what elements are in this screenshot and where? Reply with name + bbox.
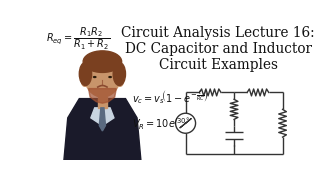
Ellipse shape bbox=[108, 76, 112, 78]
Text: Circuit Analysis Lecture 16:: Circuit Analysis Lecture 16: bbox=[121, 26, 315, 40]
Ellipse shape bbox=[85, 57, 120, 97]
Text: $v_c = v_s\!\left(1 - e^{-\frac{t}{RC}}\right)$: $v_c = v_s\!\left(1 - e^{-\frac{t}{RC}}\… bbox=[132, 88, 209, 106]
Ellipse shape bbox=[117, 77, 123, 86]
Polygon shape bbox=[64, 99, 141, 160]
Polygon shape bbox=[89, 89, 116, 103]
Text: Circuit Examples: Circuit Examples bbox=[159, 58, 278, 72]
Bar bbox=[41, 22, 160, 160]
Text: $R_{eq} = \dfrac{R_1 R_2}{R_1 + R_2}$: $R_{eq} = \dfrac{R_1 R_2}{R_1 + R_2}$ bbox=[46, 26, 110, 52]
Bar bbox=[98, 97, 107, 108]
Ellipse shape bbox=[82, 77, 88, 86]
Polygon shape bbox=[91, 108, 114, 126]
Ellipse shape bbox=[79, 62, 92, 86]
Polygon shape bbox=[99, 108, 106, 131]
Ellipse shape bbox=[83, 51, 122, 72]
Ellipse shape bbox=[113, 62, 125, 86]
Text: $V_R = 10e^{j30°}$: $V_R = 10e^{j30°}$ bbox=[132, 116, 190, 132]
Ellipse shape bbox=[93, 76, 97, 78]
Text: DC Capacitor and Inductor: DC Capacitor and Inductor bbox=[125, 42, 312, 56]
